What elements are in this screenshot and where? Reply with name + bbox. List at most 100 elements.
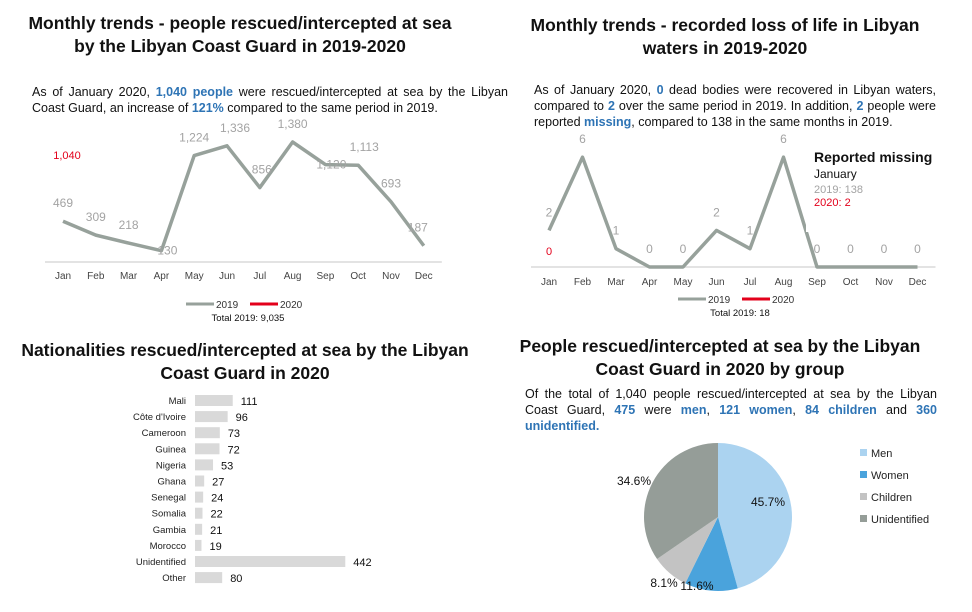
text-segment: were rescued/intercepted at sea by the L… — [32, 85, 508, 115]
x-tick-label: Sep — [317, 271, 335, 282]
bar-value-label: 53 — [221, 460, 233, 472]
bar-value-label: 442 — [353, 557, 371, 569]
highlight-text: 2 — [607, 99, 615, 113]
bar-category-label: Cameroon — [142, 428, 186, 439]
annotation-2019: 2019: 138 — [814, 184, 863, 196]
x-tick-label: Dec — [415, 271, 433, 282]
data-label-2019: 2 — [546, 205, 553, 219]
x-tick-label: Apr — [154, 271, 170, 282]
text-segment: As of January 2020, — [534, 83, 657, 97]
groups-title: People rescued/intercepted at sea by the… — [519, 336, 921, 379]
data-label-2019: 1,120 — [316, 158, 346, 172]
pie-data-label: 8.1% — [650, 576, 678, 590]
data-label-2019: 309 — [86, 210, 106, 224]
annotation-month: January — [814, 167, 857, 181]
text-segment: were — [635, 403, 681, 417]
bar-value-label: 73 — [228, 428, 240, 440]
data-label-2019: 6 — [579, 132, 586, 146]
bar — [195, 491, 204, 503]
legend-swatch-unidentified — [860, 515, 867, 522]
data-label-2019: 856 — [252, 163, 272, 177]
legend-2019-label: 2019 — [216, 300, 239, 311]
nationalities-title: Nationalities rescued/intercepted at sea… — [21, 340, 469, 383]
highlight-text: 121 women — [719, 403, 793, 417]
legend-label: Men — [871, 448, 892, 460]
bar-category-label: Nigeria — [156, 460, 187, 471]
bar-value-label: 22 — [210, 509, 222, 521]
pie-slice-children — [657, 517, 718, 584]
text-segment: , — [706, 403, 720, 417]
data-label-2019: 0 — [680, 242, 687, 256]
text-segment: people were reported — [534, 99, 936, 129]
data-label-2019: 1,113 — [350, 140, 379, 154]
text-segment: , — [792, 403, 806, 417]
legend-2019-label: 2019 — [708, 295, 731, 306]
data-label-2019: 1,380 — [278, 117, 308, 131]
data-label-2019: 1,336 — [220, 121, 250, 135]
loss-of-life-summary-text: As of January 2020, 0 dead bodies were r… — [534, 82, 936, 130]
rescued-trend-title: Monthly trends - people rescued/intercep… — [28, 13, 452, 56]
data-label-2019: 6 — [780, 132, 787, 146]
data-label-2019: 469 — [53, 196, 73, 210]
bar-value-label: 19 — [209, 541, 221, 553]
x-tick-label: Sep — [808, 277, 826, 288]
bar — [195, 395, 233, 406]
bar — [195, 443, 220, 455]
bar — [195, 411, 228, 423]
text-segment: compared to the same period in 2019. — [223, 101, 438, 115]
highlight-text: 1,040 people — [155, 85, 233, 99]
annotation-2020: 2020: 2 — [814, 197, 851, 209]
data-label-2019: 0 — [814, 242, 821, 256]
data-label-2019: 218 — [119, 218, 139, 232]
data-label-2020: 0 — [546, 246, 552, 258]
bar — [195, 523, 203, 535]
x-tick-label: Aug — [775, 277, 793, 288]
pie-data-label: 45.7% — [751, 495, 785, 509]
annotation-backdrop — [806, 222, 814, 232]
bar — [195, 507, 203, 519]
bar-value-label: 80 — [230, 573, 242, 585]
text-segment: dead bodies were recovered in Libyan wat… — [534, 83, 937, 113]
data-label-2019: 0 — [914, 242, 921, 256]
bar-category-label: Gambia — [153, 525, 187, 536]
data-label-2019: 1 — [747, 224, 754, 238]
bar — [195, 539, 202, 551]
highlight-text: 84 children — [805, 403, 877, 417]
bar-category-label: Ghana — [157, 477, 186, 488]
text-segment: over the same period in 2019. In additio… — [614, 99, 857, 113]
bar — [195, 572, 223, 584]
legend-swatch-men — [860, 449, 867, 456]
bar-category-label: Guinea — [155, 444, 186, 455]
bar-category-label: Senegal — [151, 493, 186, 504]
bar-value-label: 21 — [210, 525, 222, 537]
x-tick-label: Dec — [909, 277, 927, 288]
x-tick-label: Jun — [708, 277, 724, 288]
pie-slice-women — [685, 517, 738, 591]
x-tick-label: Nov — [382, 271, 400, 282]
data-label-2019: 693 — [381, 177, 401, 191]
data-label-2019: 0 — [646, 242, 653, 256]
data-label-2019: 1 — [613, 224, 620, 238]
legend-label: Children — [871, 492, 912, 504]
x-tick-label: May — [185, 271, 204, 282]
pie-slice-unidentified — [644, 443, 718, 559]
x-tick-label: Jul — [744, 277, 757, 288]
highlight-text: 121% — [191, 101, 224, 115]
x-tick-label: Jul — [253, 271, 266, 282]
highlight-text: 2 — [856, 99, 864, 113]
bar-value-label: 24 — [211, 493, 223, 505]
data-label-2020: 1,040 — [53, 150, 81, 162]
highlight-text: missing — [584, 115, 632, 129]
x-tick-label: Aug — [284, 271, 302, 282]
x-tick-label: Mar — [120, 271, 138, 282]
bar-category-label: Somalia — [152, 509, 187, 520]
x-tick-label: Jun — [219, 271, 235, 282]
bar — [195, 459, 214, 471]
bar-category-label: Unidentified — [136, 557, 186, 568]
series-2019-line — [547, 155, 918, 269]
text-segment: , compared to 138 in the same months in … — [631, 115, 893, 129]
data-label-2019: 1,224 — [179, 131, 209, 145]
legend-label: Women — [871, 470, 909, 482]
bar — [195, 556, 346, 567]
